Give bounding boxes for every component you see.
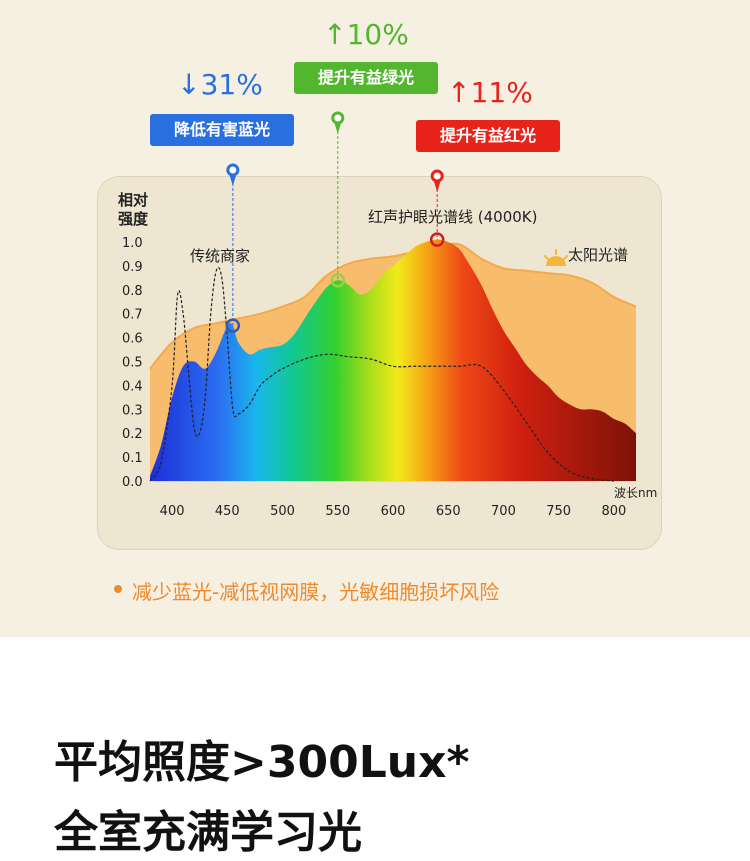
green-increase-percent: ↑10% — [323, 18, 409, 51]
green-light-badge: 提升有益绿光 — [294, 62, 438, 94]
x-axis-label: 波长nm — [614, 486, 657, 500]
sun-label: 太阳光谱 — [568, 246, 628, 264]
chart-areas — [149, 239, 637, 482]
y-tick-label: 0.2 — [122, 427, 143, 442]
chart-markers — [225, 111, 445, 333]
red-curve-marker — [429, 232, 445, 247]
x-tick-label: 450 — [215, 504, 240, 519]
led-spectrum-area — [150, 239, 636, 481]
y-tick-label: 1.0 — [122, 236, 143, 251]
red-pin-icon — [430, 169, 444, 183]
y-tick-label: 0.0 — [122, 475, 143, 490]
x-tick-label: 750 — [546, 504, 571, 519]
red-light-badge: 提升有益红光 — [416, 120, 560, 152]
red-pin-tail — [434, 182, 441, 192]
spectrum-chart: 相对强度 0.0 0.1 0.2 0.3 0.4 0.5 0.6 0.7 0.8 0.9 1.0 400… — [118, 111, 657, 519]
red-increase-percent: ↑11% — [447, 76, 533, 109]
y-tick-label: 0.8 — [122, 284, 143, 299]
y-tick-label: 0.1 — [122, 451, 143, 466]
blue-light-note: 减少蓝光-减低视网膜，光敏细胞损坏风险 — [114, 576, 654, 605]
blue-light-badge: 降低有害蓝光 — [150, 114, 294, 146]
headline-line-1: 平均照度>300Lux* — [54, 737, 470, 788]
y-tick-label: 0.4 — [122, 379, 143, 394]
x-tick-label: 600 — [381, 504, 406, 519]
sun-icon — [544, 249, 568, 266]
green-pin-tail — [334, 124, 341, 134]
x-tick-label: 550 — [325, 504, 350, 519]
y-tick-label: 0.3 — [122, 403, 143, 418]
x-tick-label: 650 — [436, 504, 461, 519]
blue-curve-marker — [225, 318, 241, 333]
y-axis-label: 相对强度 — [118, 191, 149, 228]
y-tick-label: 0.5 — [122, 356, 143, 371]
x-tick-label: 500 — [270, 504, 295, 519]
blue-pin-icon — [226, 163, 240, 177]
x-tick-label: 400 — [160, 504, 185, 519]
y-tick-label: 0.7 — [122, 308, 143, 323]
y-tick-label: 0.6 — [122, 332, 143, 347]
traditional-label: 传统商家 — [190, 247, 250, 265]
bullet-icon — [114, 585, 122, 593]
x-tick-label: 800 — [601, 504, 626, 519]
led-label: 红声护眼光谱线 (4000K) — [368, 208, 537, 226]
chart-axes: 相对强度 0.0 0.1 0.2 0.3 0.4 0.5 0.6 0.7 0.8 0.9 1.0 400… — [118, 191, 657, 519]
green-curve-marker — [330, 272, 346, 288]
note-text: 减少蓝光-减低视网膜，光敏细胞损坏风险 — [132, 580, 500, 604]
chart-labels: 传统商家 红声护眼光谱线 (4000K) 太阳光谱 — [190, 208, 628, 266]
blue-pin-tail — [229, 176, 236, 186]
y-tick-label: 0.9 — [122, 260, 143, 275]
blue-reduction-percent: ↓31% — [177, 68, 263, 101]
green-pin-icon — [331, 111, 345, 125]
x-tick-label: 700 — [491, 504, 516, 519]
headline-line-2: 全室充满学习光 — [54, 807, 362, 858]
